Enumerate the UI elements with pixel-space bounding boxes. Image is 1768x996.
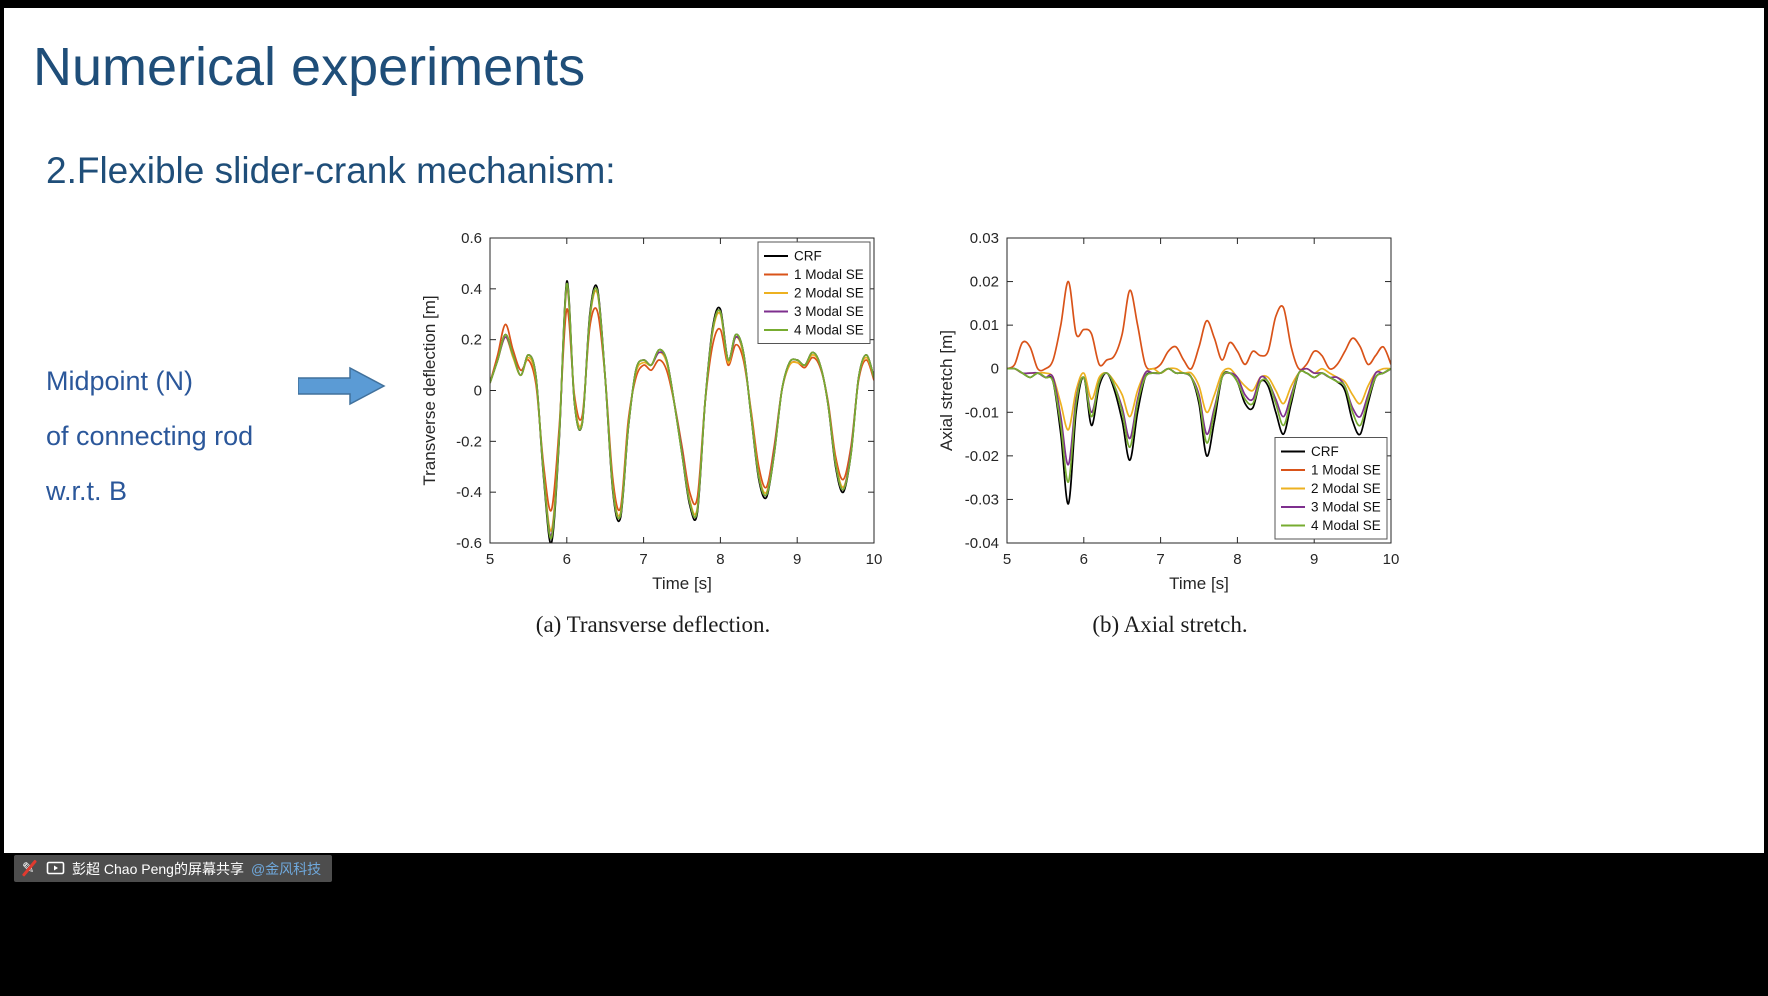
chart-transverse-deflection: 5 6 7 8 9 10 -0.6 -0.4 -0.2 0 0.2 0.4 0.6 Time [s] Tra… [418,226,888,601]
legend-label: 2 Modal SE [1311,481,1381,496]
legend: CRF 1 Modal SE 2 Modal SE 3 Modal SE 4 Modal… [757,241,871,344]
x-tick-label: 5 [486,551,494,568]
y-tick-label: -0.02 [965,448,999,465]
y-tick-label: 0.4 [461,281,482,298]
x-tick-label: 8 [716,551,724,568]
x-tick-label: 10 [1383,551,1400,568]
caption-b: (b) Axial stretch. [1092,612,1248,637]
y-axis-label: Transverse deflection [m] [420,295,439,485]
x-tick-label: 10 [866,551,883,568]
y-tick-label: 0 [474,383,482,400]
legend-label: 1 Modal SE [1311,463,1381,478]
y-tick-label: -0.03 [965,491,999,508]
legend-label: CRF [1311,444,1339,459]
y-tick-label: 0.2 [461,332,482,349]
series-1-modal-se [1007,280,1391,372]
right-arrow-icon [298,366,386,406]
page-title: Numerical experiments [33,37,586,97]
y-tick-label: 0 [991,361,999,378]
y-tick-label: -0.01 [965,404,999,421]
share-link[interactable]: @金风科技 [250,860,322,877]
caption-a: (a) Transverse deflection. [535,612,771,637]
y-tick-label: -0.4 [456,484,482,501]
x-tick-label: 7 [1156,551,1164,568]
x-axis-label: Time [s] [652,574,712,593]
screen-share-bar: ✎ 彭超 Chao Peng的屏幕共享 @金风科技 [14,855,333,882]
legend-label: 1 Modal SE [794,267,864,282]
legend-label: 4 Modal SE [1311,518,1381,533]
x-tick-label: 6 [563,551,571,568]
x-tick-label: 8 [1233,551,1241,568]
share-text: 彭超 Chao Peng的屏幕共享 [72,860,244,877]
annotation-line-2: of connecting rod [46,421,254,451]
legend-label: 3 Modal SE [794,304,864,319]
y-tick-label: -0.2 [456,433,482,450]
x-axis-label: Time [s] [1169,574,1229,593]
legend: CRF 1 Modal SE 2 Modal SE 3 Modal SE 4 Modal… [1274,437,1388,540]
y-axis-label: Axial stretch [m] [937,330,956,451]
x-tick-label: 6 [1080,551,1088,568]
series-2-modal-se [1007,367,1391,431]
y-tick-label: 0.6 [461,230,482,247]
legend-label: CRF [794,249,822,264]
slide-subtitle: 2.Flexible slider-crank mechanism: [46,150,616,191]
screen-share-icon [46,861,65,875]
legend-label: 2 Modal SE [794,286,864,301]
annotation-pen-icon[interactable]: ✎ [21,859,39,877]
y-tick-label: 0.03 [970,230,999,247]
slide: Numerical experiments 2.Flexible slider-… [4,8,1764,853]
y-tick-label: 0.02 [970,274,999,291]
x-tick-label: 9 [1310,551,1318,568]
y-tick-label: -0.04 [965,535,999,552]
annotation-line-3: w.r.t. B [46,476,128,506]
legend-label: 4 Modal SE [794,323,864,338]
legend-label: 3 Modal SE [1311,500,1381,515]
x-tick-label: 7 [639,551,647,568]
annotation-line-1: Midpoint (N) [46,366,194,396]
x-tick-label: 5 [1003,551,1011,568]
series-4-modal-se [1007,367,1391,483]
y-tick-label: -0.6 [456,535,482,552]
chart-axial-stretch: 5 6 7 8 9 10 -0.04 -0.03 -0.02 -0.01 0 0.01 0.02 0.03… [935,226,1405,601]
series-4-modal-se [490,282,874,540]
y-tick-label: 0.01 [970,317,999,334]
x-tick-label: 9 [793,551,801,568]
annotation-text-block: Midpoint (N) of connecting rod w.r.t. B [46,354,253,519]
